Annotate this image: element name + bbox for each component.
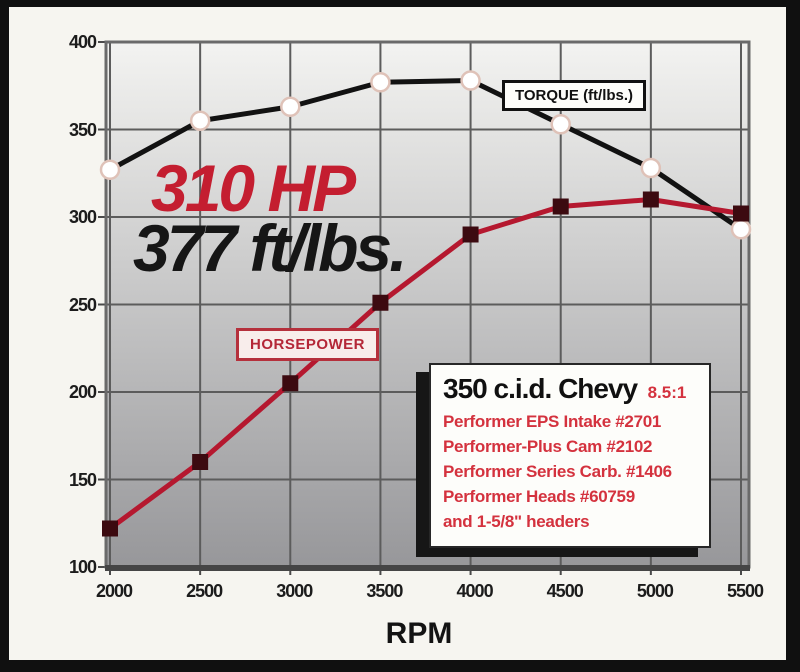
x-axis-tick-label: 2000 (95, 581, 133, 601)
y-axis-tick-label: 200 (68, 382, 97, 402)
x-axis-tick-label: 5000 (636, 581, 674, 601)
peak-torque-callout: 377 ft/lbs. (133, 211, 407, 285)
y-axis-tick-label: 400 (68, 32, 97, 52)
horsepower-series-label: HORSEPOWER (236, 328, 380, 361)
x-axis-tick-label: 3000 (276, 581, 313, 601)
spec-line-cam: Performer-Plus Cam #2102 (443, 437, 653, 456)
y-axis-tick-label: 300 (68, 207, 97, 227)
y-axis-tick-label: 250 (68, 294, 97, 315)
spec-title: 350 c.i.d. Chevy (443, 373, 638, 404)
x-axis-title: RPM (385, 617, 453, 650)
spec-line-intake: Performer EPS Intake #2701 (443, 412, 662, 431)
spec-title-row: 350 c.i.d. Chevy 8.5:1 (443, 373, 697, 405)
y-axis-tick-label: 100 (68, 557, 97, 577)
spec-line-heads: Performer Heads #60759 (443, 487, 635, 506)
spec-line-headers: and 1-5/8" headers (443, 512, 590, 531)
spec-compression-ratio: 8.5:1 (647, 383, 687, 402)
x-axis-tick-label: 4500 (546, 581, 584, 601)
x-axis-tick-label: 4000 (456, 581, 494, 601)
torque-series-label: TORQUE (ft/lbs.) (502, 80, 647, 111)
x-axis-tick-label: 3500 (366, 581, 403, 601)
y-axis-tick-label: 150 (68, 469, 97, 490)
spec-line-carb: Performer Series Carb. #1406 (443, 462, 672, 481)
y-axis-tick-label: 350 (68, 119, 97, 140)
x-axis-tick-label: 5500 (726, 581, 764, 601)
chart-canvas: 100 150 200 250 300 350 400 2000 2500 3000 3500 400… (9, 7, 786, 660)
peak-horsepower-callout: 310 HP (151, 151, 356, 225)
x-axis-tick-label: 2500 (186, 581, 223, 601)
engine-spec-box: 350 c.i.d. Chevy 8.5:1 Performer EPS Int… (429, 363, 711, 548)
